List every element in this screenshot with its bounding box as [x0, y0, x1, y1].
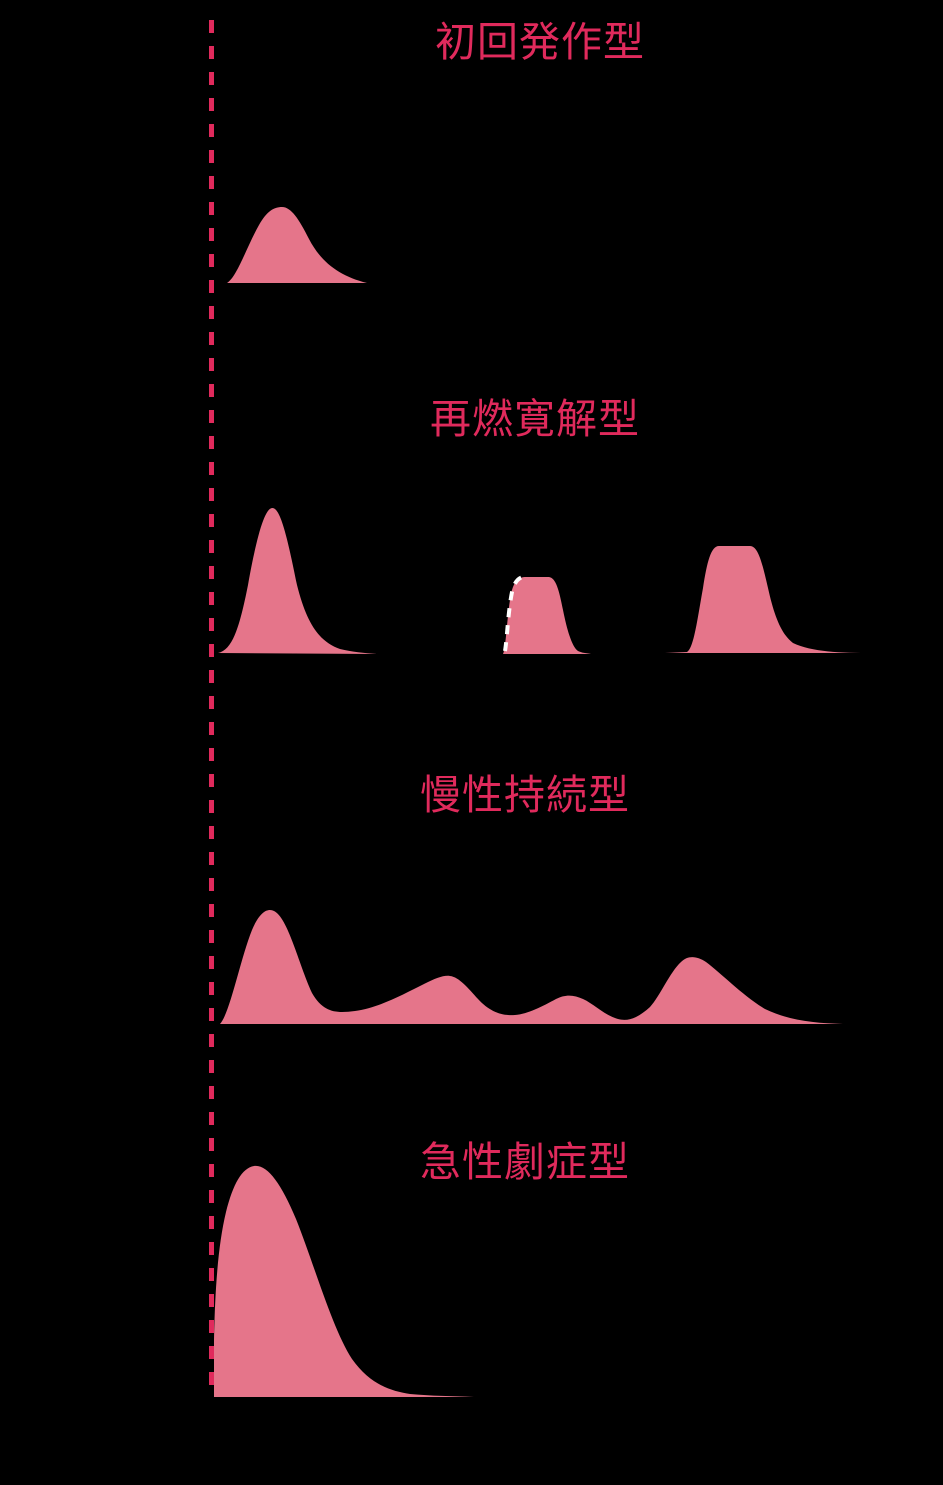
panel-title-relapsing-remitting: 再燃寛解型 — [430, 396, 640, 442]
panel-title-first-episode: 初回発作型 — [435, 19, 645, 65]
remission-dashed-edge — [503, 575, 524, 652]
single-attack-curve — [227, 207, 367, 283]
relapse-peak-1 — [218, 507, 377, 654]
panel-title-acute-fulminant: 急性劇症型 — [420, 1139, 630, 1185]
relapse-peak-3 — [665, 546, 873, 653]
panel-title-chronic-persistent: 慢性持続型 — [420, 772, 630, 818]
relapse-peak-2 — [503, 577, 591, 654]
chronic-wave-curve — [220, 909, 843, 1024]
fulminant-peak-curve — [214, 1165, 474, 1397]
